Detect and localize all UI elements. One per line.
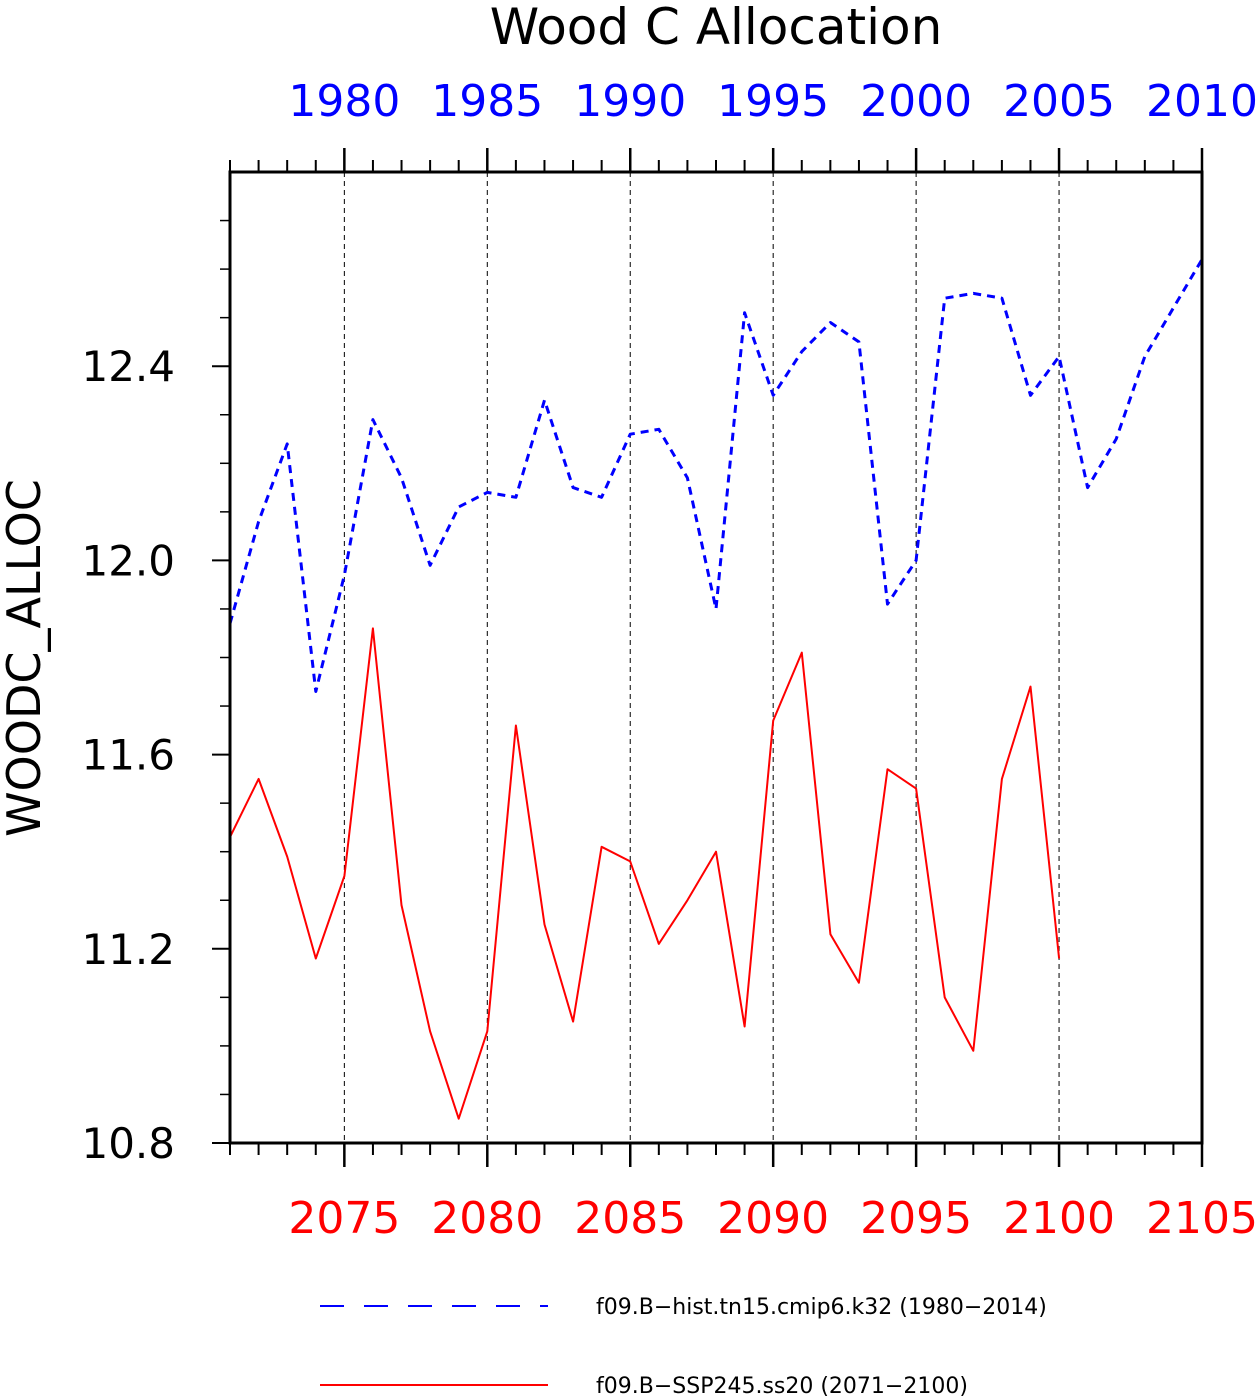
y-tick-label: 10.8	[81, 1119, 175, 1168]
legend-label-hist: f09.B−hist.tn15.cmip6.k32 (1980−2014)	[596, 1295, 1047, 1320]
top-tick-label: 1980	[288, 76, 400, 127]
y-tick-label: 12.4	[81, 342, 175, 391]
y-tick-label: 12.0	[81, 536, 175, 585]
series-line-hist	[228, 258, 1204, 693]
legend-label-ssp: f09.B−SSP245.ss20 (2071−2100)	[596, 1374, 968, 1399]
bottom-tick-label: 2090	[717, 1193, 829, 1244]
top-tick-label: 2000	[860, 76, 972, 127]
series-line-ssp	[229, 627, 1061, 1120]
plot-frame	[228, 170, 1204, 1145]
y-axis-label: WOODC_ALLOC	[0, 479, 51, 837]
legend: f09.B−hist.tn15.cmip6.k32 (1980−2014) f0…	[320, 1295, 1047, 1399]
grid-lines	[343, 172, 1060, 1143]
bottom-tick-label: 2085	[574, 1193, 686, 1244]
bottom-tick-label: 2105	[1146, 1193, 1258, 1244]
axis-ticks	[212, 148, 1204, 1167]
chart-title: Wood C Allocation	[490, 0, 943, 56]
tick-labels: 10.8 11.2 11.6 12.0 12.4 1980 1985 1990 1995 2000…	[81, 76, 1258, 1244]
y-tick-label: 11.2	[81, 925, 175, 974]
top-tick-label: 1990	[574, 76, 686, 127]
bottom-tick-label: 2095	[860, 1193, 972, 1244]
bottom-tick-label: 2075	[288, 1193, 400, 1244]
top-tick-label: 2010	[1146, 76, 1258, 127]
bottom-tick-label: 2080	[431, 1193, 543, 1244]
series-lines	[228, 258, 1204, 1120]
top-tick-label: 1995	[717, 76, 829, 127]
bottom-tick-label: 2100	[1003, 1193, 1115, 1244]
y-tick-label: 11.6	[81, 731, 175, 780]
top-tick-label: 2005	[1003, 76, 1115, 127]
top-tick-label: 1985	[431, 76, 543, 127]
